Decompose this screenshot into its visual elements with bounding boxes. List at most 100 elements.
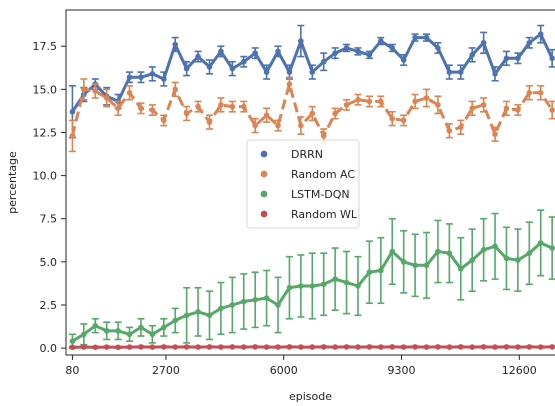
x-tick-label: 80 [65,364,79,377]
data-point [275,344,281,350]
data-point [378,267,384,274]
legend-items: DRRN Random AC LSTM-DQN Random WL [260,148,358,221]
data-point [469,52,475,58]
data-point [138,324,144,331]
data-point [320,281,327,288]
data-point [537,344,544,350]
data-point [92,88,99,94]
data-point [400,57,407,63]
data-point [218,48,224,55]
legend-label: LSTM-DQN [291,188,350,201]
data-point [355,48,361,55]
x-tick-label: 12600 [502,364,537,377]
data-point [389,45,396,51]
data-point [503,255,510,262]
data-point [332,110,338,117]
data-point [126,344,133,350]
data-point [161,344,167,350]
legend-label: Random AC [291,168,355,181]
legend-marker [260,190,268,198]
data-point [240,344,247,350]
data-point [309,69,316,75]
data-point [298,38,304,44]
data-point [183,344,190,350]
data-point [126,74,133,81]
data-point [366,98,373,105]
y-axis-label: percentage [6,151,19,214]
x-axis-label: episode [289,390,332,403]
data-point [537,240,544,246]
data-point [343,344,350,350]
series-random-ac [68,76,555,153]
data-point [549,107,555,113]
data-point [126,90,133,96]
data-point [229,103,236,110]
data-point [206,64,213,70]
data-point [515,257,521,263]
data-point [149,71,156,77]
data-point [492,344,498,350]
data-point [218,102,224,108]
data-point [138,105,144,112]
data-point [320,344,327,350]
data-point [332,344,338,350]
data-point [286,344,293,350]
data-point [320,58,327,65]
data-point [172,344,179,350]
data-point [492,243,498,250]
data-point [515,344,521,350]
legend-label: DRRN [291,148,323,161]
data-point [549,55,555,62]
data-point [229,344,236,350]
data-point [218,344,224,350]
data-point [469,344,475,350]
data-point [446,127,453,134]
data-point [138,74,144,81]
data-point [526,39,533,46]
data-point [515,107,521,113]
data-point [115,105,121,112]
data-point [400,117,407,124]
data-point [537,90,544,96]
data-point [503,344,510,350]
data-point [423,34,430,41]
data-point [149,344,156,350]
data-point [457,69,464,75]
data-point [378,38,384,44]
data-point [320,133,327,139]
x-tick-label: 2700 [152,364,180,377]
data-point [161,117,167,124]
data-point [286,69,293,75]
data-point [309,344,316,350]
y-tick-label: 7.5 [40,213,58,226]
legend-marker [260,150,268,158]
data-point [412,98,418,105]
legend-box [246,139,360,229]
plot-frame [65,9,555,356]
data-point [549,245,555,251]
data-point [149,107,156,113]
data-point [218,305,224,312]
data-point [206,312,213,319]
data-point [69,338,76,345]
y-tick-label: 10.0 [33,170,58,183]
series-lstm-dqn [68,209,555,349]
data-point [298,283,304,289]
data-point [355,283,361,289]
data-point [435,344,441,350]
data-point [309,283,316,289]
data-point [138,344,144,350]
data-point [92,344,99,351]
legend-label: Random WL [291,208,358,221]
y-tick-label: 17.5 [33,40,58,53]
data-point [446,250,453,257]
data-point [161,76,167,82]
data-point [378,98,384,105]
data-point [435,248,441,255]
data-point [172,41,179,48]
data-point [115,328,121,334]
data-point [469,105,475,112]
data-point [298,122,304,129]
data-point [480,246,487,253]
data-point [195,53,201,60]
